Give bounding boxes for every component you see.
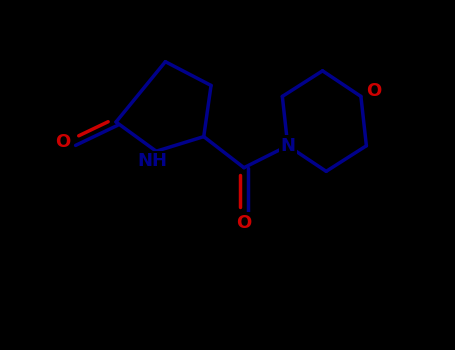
Text: N: N	[280, 137, 295, 155]
Text: O: O	[366, 82, 381, 100]
Text: O: O	[236, 214, 252, 231]
Text: NH: NH	[137, 153, 167, 170]
Text: O: O	[56, 133, 71, 151]
